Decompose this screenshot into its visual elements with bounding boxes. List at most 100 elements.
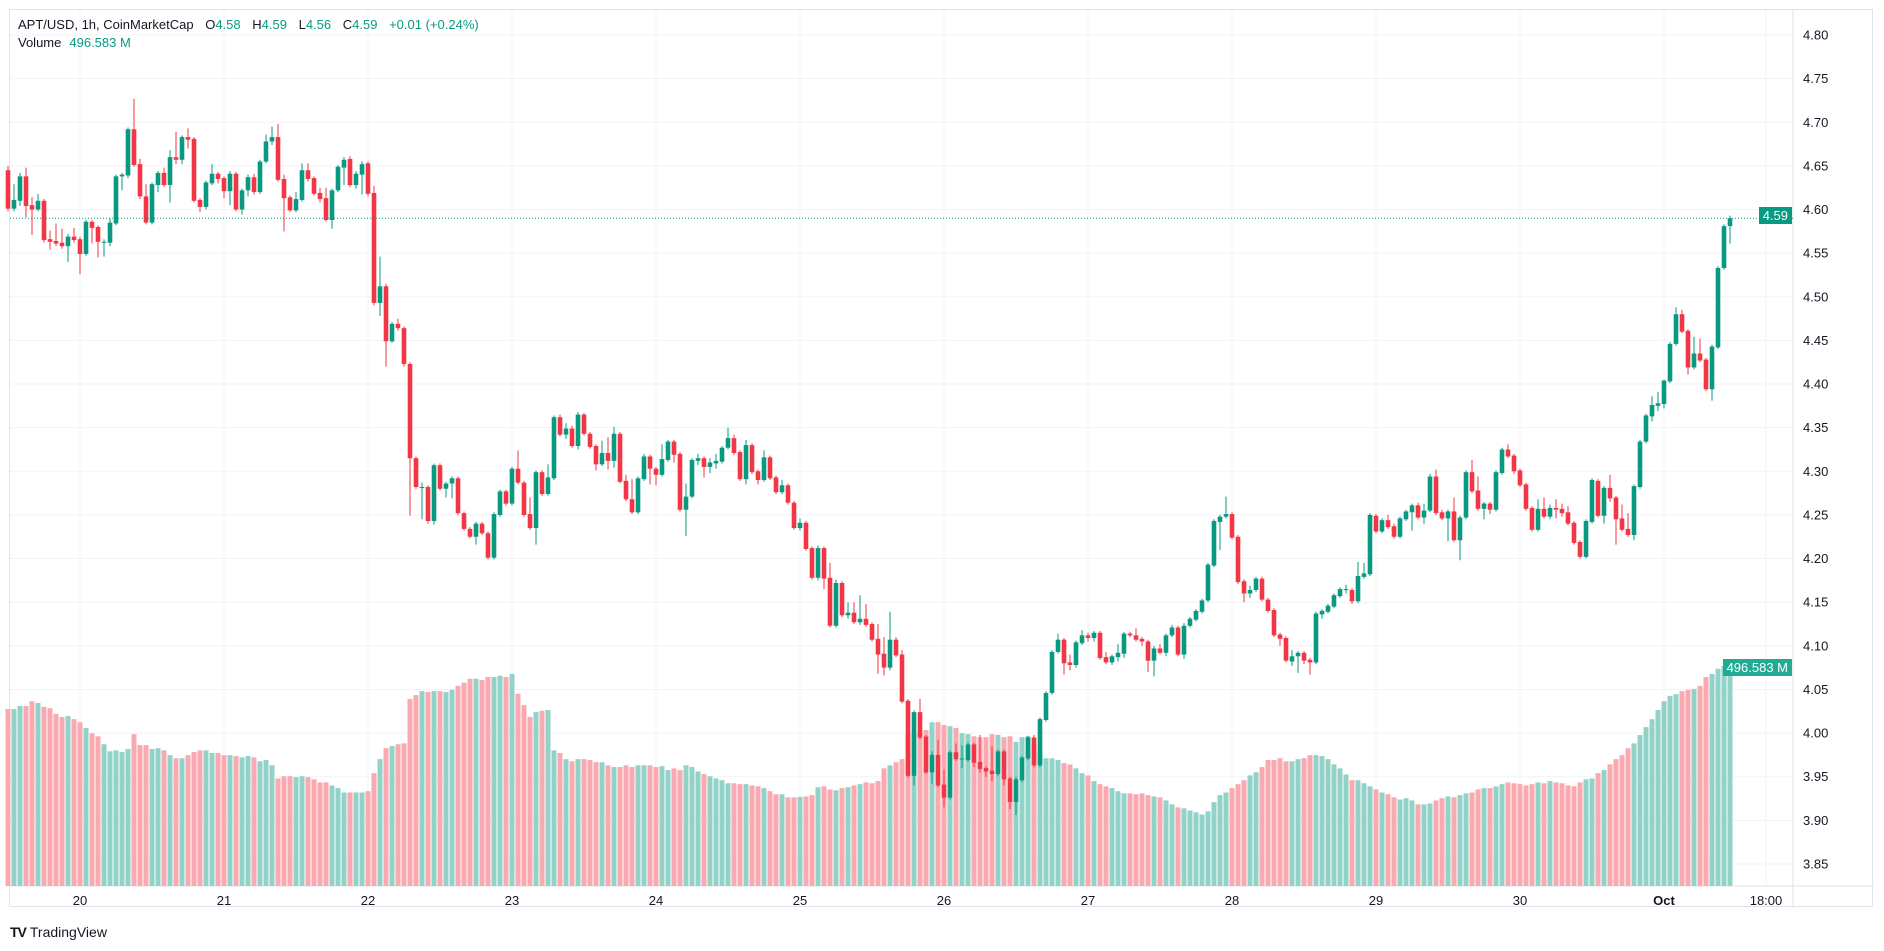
candle-down xyxy=(1133,635,1139,640)
candle-down xyxy=(1265,599,1271,611)
volume-bar xyxy=(755,786,761,886)
volume-bar xyxy=(1517,784,1523,886)
candle-down xyxy=(1175,627,1181,655)
candle-up xyxy=(269,137,275,142)
candle-down xyxy=(1439,512,1445,519)
candle-down xyxy=(647,456,653,469)
volume-bar xyxy=(371,773,377,886)
volume-bar xyxy=(1523,785,1529,886)
candle-up xyxy=(1337,589,1343,597)
candle-up xyxy=(239,190,245,210)
volume-bar xyxy=(575,759,581,886)
candle-up xyxy=(449,478,455,484)
candle-up xyxy=(1655,403,1661,406)
candle-up xyxy=(167,157,173,186)
volume-bar xyxy=(329,785,335,886)
symbol-title[interactable]: APT/USD, 1h, CoinMarketCap xyxy=(18,17,194,32)
candle-up xyxy=(491,514,497,558)
candle-up xyxy=(179,137,185,160)
volume-bar xyxy=(1259,767,1265,886)
volume-bar xyxy=(545,709,551,886)
time-tick-label: 23 xyxy=(505,893,519,908)
volume-bar xyxy=(617,767,623,886)
volume-bar xyxy=(1625,748,1631,886)
volume-bar xyxy=(719,780,725,886)
time-tick-label: 30 xyxy=(1513,893,1527,908)
candle-up xyxy=(1181,625,1187,655)
candle-down xyxy=(983,767,989,772)
volume-bar xyxy=(1631,743,1637,886)
volume-bar xyxy=(1103,786,1109,886)
volume-label[interactable]: Volume xyxy=(18,35,62,50)
candle-down xyxy=(749,445,755,473)
candle-down xyxy=(185,137,191,140)
candle-up xyxy=(1421,510,1427,518)
volume-bar xyxy=(113,750,119,886)
volume-bar xyxy=(557,752,563,886)
volume-bar xyxy=(1319,756,1325,886)
volume-bar xyxy=(1703,677,1709,886)
volume-bar xyxy=(1073,768,1079,886)
candle-down xyxy=(881,653,887,668)
candle-down xyxy=(305,170,311,179)
volume-bar xyxy=(1043,758,1049,886)
time-tick-label: 21 xyxy=(217,893,231,908)
volume-bar xyxy=(1151,796,1157,886)
candle-down xyxy=(569,428,575,446)
tradingview-branding[interactable]: TV TradingView xyxy=(10,924,107,940)
candle-down xyxy=(587,433,593,447)
candle-down xyxy=(851,612,857,623)
candle-down xyxy=(527,514,533,529)
candle-up xyxy=(1649,404,1655,417)
candle-up xyxy=(689,459,695,497)
candle-up xyxy=(1313,613,1319,663)
volume-bar xyxy=(521,705,527,886)
candle-up xyxy=(845,612,851,616)
volume-bar xyxy=(1535,782,1541,886)
volume-bar xyxy=(893,762,899,886)
volume-bar xyxy=(809,795,815,886)
volume-bar xyxy=(1325,759,1331,886)
volume-bar xyxy=(77,722,83,886)
candle-up xyxy=(1253,578,1259,590)
candle-up xyxy=(665,441,671,460)
candle-down xyxy=(29,205,35,210)
candle-down xyxy=(1301,652,1307,661)
candle-down xyxy=(461,513,467,529)
candle-up xyxy=(293,199,299,211)
volume-bar xyxy=(1709,673,1715,886)
candle-down xyxy=(1595,480,1601,516)
volume-bar xyxy=(1727,668,1733,886)
volume-bar xyxy=(1175,807,1181,886)
candle-down xyxy=(215,173,221,179)
candle-up xyxy=(887,639,893,668)
time-tick-label: 27 xyxy=(1081,893,1095,908)
candle-down xyxy=(221,178,227,192)
candle-up xyxy=(1499,449,1505,474)
price-tick-label: 4.10 xyxy=(1803,638,1828,653)
candle-down xyxy=(839,582,845,616)
candle-down xyxy=(821,548,827,579)
volume-bar xyxy=(1145,795,1151,886)
candle-down xyxy=(1085,635,1091,638)
volume-bar xyxy=(497,675,503,886)
volume-bar xyxy=(1577,782,1583,886)
volume-bar xyxy=(479,680,485,886)
volume-bar xyxy=(869,783,875,886)
candle-down xyxy=(1157,648,1163,653)
candle-down xyxy=(617,433,623,482)
volume-bar xyxy=(1139,793,1145,886)
volume-bar xyxy=(53,713,59,886)
volume-bar xyxy=(857,784,863,886)
candle-down xyxy=(53,240,59,244)
volume-bar xyxy=(1109,788,1115,886)
volume-bar xyxy=(503,677,509,886)
candle-down xyxy=(869,624,875,640)
volume-bar xyxy=(593,762,599,886)
candle-down xyxy=(311,178,317,194)
ohlc-legend: APT/USD, 1h, CoinMarketCap O4.58 H4.59 L… xyxy=(18,17,479,33)
candle-up xyxy=(65,236,71,247)
volume-bar xyxy=(155,748,161,886)
volume-bar xyxy=(1607,764,1613,886)
